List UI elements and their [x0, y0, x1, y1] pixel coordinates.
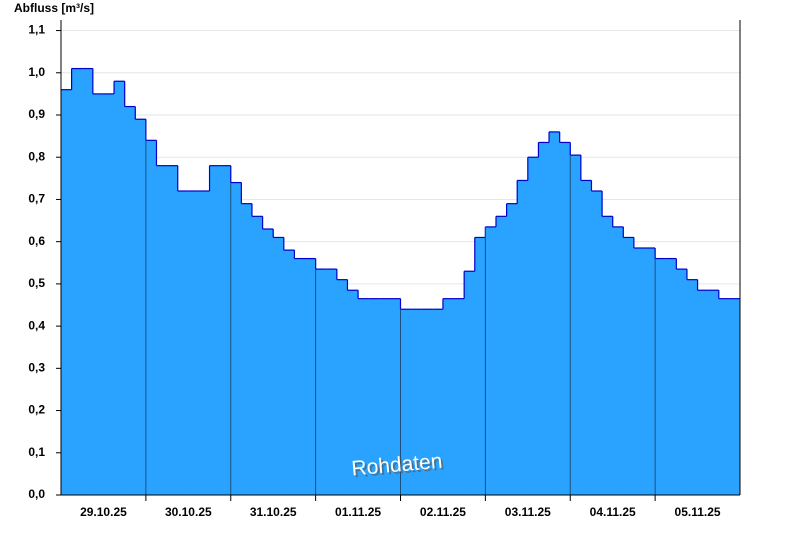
area-segment — [156, 165, 168, 495]
area-segment — [92, 93, 104, 495]
x-tick-label: 05.11.25 — [675, 505, 721, 519]
area-segment — [464, 271, 476, 495]
area-segment — [686, 279, 699, 495]
area-segment — [103, 93, 115, 495]
area-segment — [379, 298, 391, 495]
area-segment — [538, 142, 550, 495]
area-segment — [421, 309, 433, 495]
area-segment — [389, 298, 401, 495]
area-segment — [697, 290, 709, 495]
y-tick-label: 0,1 — [28, 445, 45, 459]
area-segment — [612, 226, 624, 495]
y-tick-label: 0,0 — [28, 487, 45, 501]
area-segment — [114, 81, 126, 495]
area-segment — [453, 298, 465, 495]
y-tick-label: 0,8 — [28, 149, 45, 163]
area-segment — [591, 191, 603, 495]
area-segment — [124, 106, 136, 496]
area-segment — [559, 142, 571, 495]
area-segment — [527, 157, 539, 495]
chart-title: Abfluss [m³/s] — [14, 1, 94, 15]
area-segment — [358, 298, 370, 495]
area-segment — [368, 298, 380, 495]
area-segment — [623, 237, 635, 495]
area-segment — [188, 191, 200, 495]
area-segment — [495, 216, 508, 496]
y-tick-label: 0,6 — [28, 234, 45, 248]
x-tick-label: 03.11.25 — [505, 505, 551, 519]
area-segment — [729, 298, 741, 495]
x-tick-label: 04.11.25 — [590, 505, 636, 519]
y-tick-label: 0,4 — [28, 318, 45, 332]
x-tick-label: 31.10.25 — [250, 505, 297, 519]
area-segment — [273, 237, 285, 495]
area-segment — [411, 309, 423, 495]
area-segment — [305, 258, 317, 495]
area-segment — [167, 165, 179, 495]
y-tick-label: 1,1 — [28, 23, 45, 37]
area-segment — [251, 216, 264, 496]
area-segment — [241, 203, 253, 495]
area-segment — [220, 165, 232, 495]
y-tick-label: 0,2 — [28, 403, 45, 417]
y-tick-label: 0,9 — [28, 107, 45, 121]
x-tick-label: 29.10.25 — [80, 505, 127, 519]
area-segment — [400, 309, 412, 495]
y-tick-label: 0,7 — [28, 192, 45, 206]
area-segment — [432, 309, 444, 495]
area-segment — [485, 226, 497, 495]
area-segment — [442, 298, 455, 495]
area-segment — [315, 269, 327, 495]
area-segment — [347, 290, 359, 495]
area-segment — [549, 131, 561, 495]
area-segment — [665, 258, 677, 495]
area-segment — [209, 165, 221, 495]
y-tick-label: 0,3 — [28, 361, 45, 375]
area-segment — [135, 119, 147, 495]
area-segment — [580, 180, 592, 495]
area-segment — [326, 269, 338, 495]
area-segment — [283, 250, 295, 495]
area-segment — [506, 203, 518, 495]
x-tick-label: 02.11.25 — [420, 505, 466, 519]
y-tick-label: 0,5 — [28, 276, 45, 290]
area-segment — [294, 258, 306, 495]
area-segment — [655, 258, 667, 495]
area-segment — [230, 182, 242, 496]
x-tick-label: 30.10.25 — [165, 505, 212, 519]
area-segment — [570, 155, 582, 495]
area-segment — [262, 229, 274, 495]
area-segment — [61, 89, 73, 496]
area-segment — [145, 140, 157, 496]
area-segment — [177, 191, 189, 495]
area-segment — [602, 216, 614, 496]
x-tick-label: 01.11.25 — [335, 505, 381, 519]
area-segment — [474, 237, 486, 495]
y-tick-label: 1,0 — [28, 65, 45, 79]
area-segment — [676, 269, 688, 495]
area-segment — [198, 191, 211, 495]
area-segment — [633, 248, 646, 495]
area-segment — [517, 180, 529, 495]
area-segment — [718, 298, 730, 495]
area-segment — [71, 68, 83, 496]
area-segment — [644, 248, 656, 495]
area-segment — [82, 68, 94, 496]
area-segment — [708, 290, 720, 495]
area-segment — [336, 279, 348, 495]
